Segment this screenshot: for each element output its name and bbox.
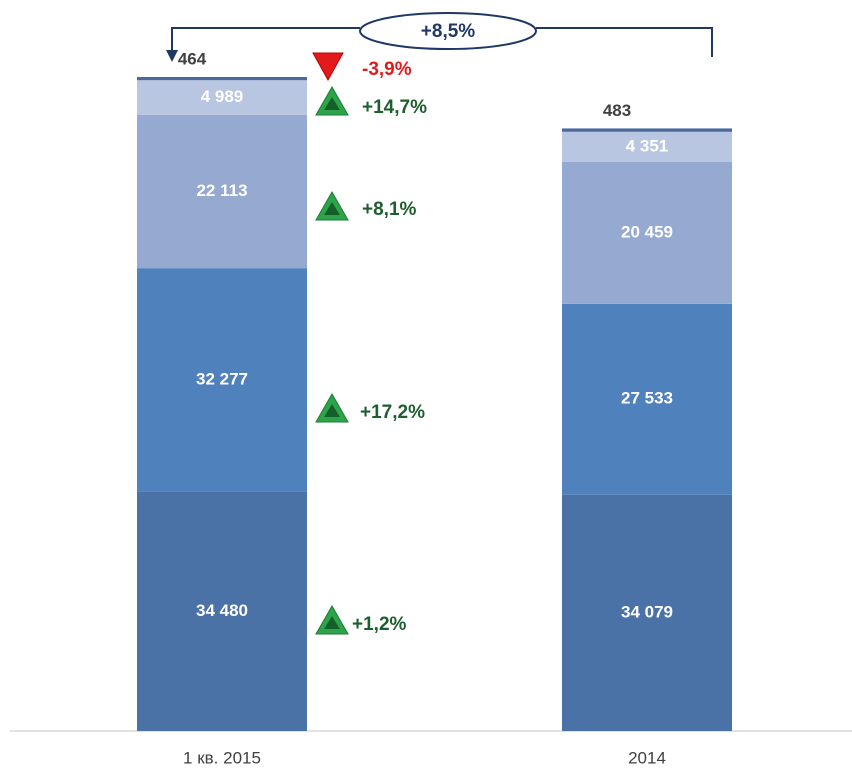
- x-tick-label: 2014: [628, 748, 666, 767]
- bar-segment: [137, 268, 307, 492]
- value-label: 483: [603, 101, 631, 120]
- total-change: +8,5%: [421, 21, 476, 42]
- bar-segment: [562, 494, 732, 731]
- value-label: 27 533: [621, 389, 673, 408]
- up-triangle-inner: [324, 404, 340, 417]
- bar-segment: [562, 303, 732, 495]
- value-label: 20 459: [621, 222, 673, 241]
- up-triangle-inner: [324, 202, 340, 215]
- change-label: +8,1%: [362, 199, 417, 220]
- x-tick-label: 1 кв. 2015: [183, 748, 261, 767]
- change-label: -3,9%: [362, 59, 412, 80]
- value-label: 32 277: [196, 370, 248, 389]
- change-bubble: [359, 12, 537, 50]
- up-triangle-inner: [324, 616, 340, 629]
- value-label: 34 079: [621, 602, 673, 621]
- bar-segment: [562, 128, 732, 132]
- bracket-arrow: [166, 50, 178, 62]
- value-label: 34 480: [196, 601, 248, 620]
- value-label: 464: [178, 49, 207, 68]
- value-label: 22 113: [196, 181, 247, 200]
- value-label: 4 351: [626, 136, 669, 155]
- bar-segment: [137, 77, 307, 81]
- bar-segment: [562, 161, 732, 304]
- change-label: +1,2%: [352, 614, 407, 635]
- bar-segment: [562, 131, 732, 162]
- change-label: +17,2%: [360, 402, 425, 423]
- value-label: 4 989: [201, 87, 244, 106]
- bar-segment: [137, 491, 307, 731]
- down-triangle: [312, 52, 344, 82]
- bar-segment: [137, 114, 307, 269]
- bracket-right: [536, 27, 713, 57]
- bar-segment: [137, 80, 307, 115]
- change-label: +14,7%: [362, 97, 427, 118]
- bracket-left: [171, 27, 360, 55]
- up-triangle-inner: [324, 97, 340, 110]
